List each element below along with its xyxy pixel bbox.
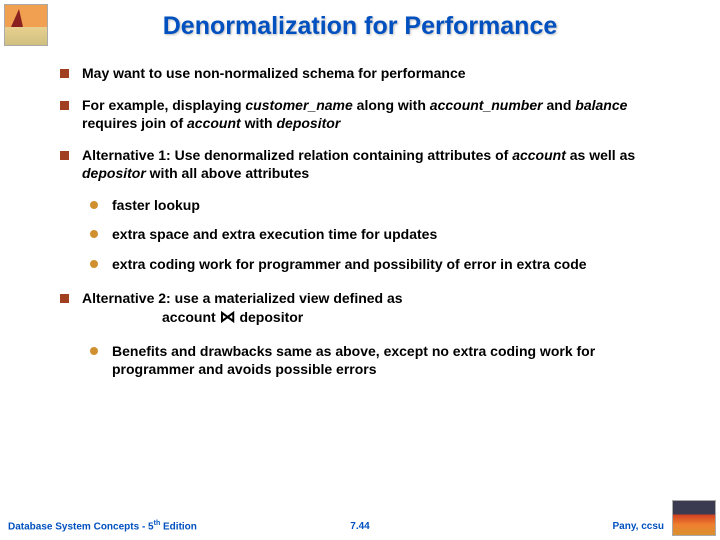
text: account [162, 309, 220, 325]
text: Edition [160, 521, 197, 532]
text: with all above attributes [146, 165, 309, 181]
text: Alternative 1: Use denormalized relation… [82, 147, 512, 163]
italic: account_number [430, 97, 543, 113]
sub-bullet-2: extra space and extra execution time for… [90, 226, 676, 244]
italic: customer_name [245, 97, 352, 113]
footer-right: Pany, ccsu [612, 521, 664, 532]
italic: depositor [276, 115, 340, 131]
text: Alternative 2: use a materialized view d… [82, 290, 403, 306]
slide-content: May want to use non-normalized schema fo… [0, 41, 720, 378]
footer-center: 7.44 [350, 521, 369, 532]
text: depositor [236, 309, 304, 325]
logo-bottom-image [672, 500, 716, 536]
text: with [241, 115, 277, 131]
sub-bullet-3: extra coding work for programmer and pos… [90, 256, 676, 274]
logo-top-image [4, 4, 48, 46]
italic: account [512, 147, 566, 163]
text: and [543, 97, 576, 113]
footer-left: Database System Concepts - 5th Edition [8, 520, 197, 532]
sub-bullet-1: faster lookup [90, 197, 676, 215]
bullet-text: May want to use non-normalized schema fo… [82, 65, 466, 81]
bullet-item-4: Alternative 2: use a materialized view d… [60, 290, 676, 328]
text: requires join of [82, 115, 187, 131]
text: For example, displaying [82, 97, 245, 113]
join-symbol: ⋈ [220, 309, 236, 326]
text: extra coding work for programmer and pos… [112, 256, 587, 272]
text: as well as [566, 147, 635, 163]
text: Benefits and drawbacks same as above, ex… [112, 343, 595, 377]
italic: account [187, 115, 241, 131]
text: along with [353, 97, 430, 113]
text: extra space and extra execution time for… [112, 226, 437, 242]
slide-title: Denormalization for Performance [0, 0, 720, 41]
bullet-item-2: For example, displaying customer_name al… [60, 97, 676, 133]
bullet-item-3: Alternative 1: Use denormalized relation… [60, 147, 676, 183]
text: Database System Concepts - 5 [8, 521, 154, 532]
text: faster lookup [112, 197, 200, 213]
italic: depositor [82, 165, 146, 181]
italic: balance [575, 97, 627, 113]
indent-line: account ⋈ depositor [82, 308, 676, 328]
sub-bullet-4: Benefits and drawbacks same as above, ex… [90, 343, 676, 379]
bullet-item-1: May want to use non-normalized schema fo… [60, 65, 676, 83]
